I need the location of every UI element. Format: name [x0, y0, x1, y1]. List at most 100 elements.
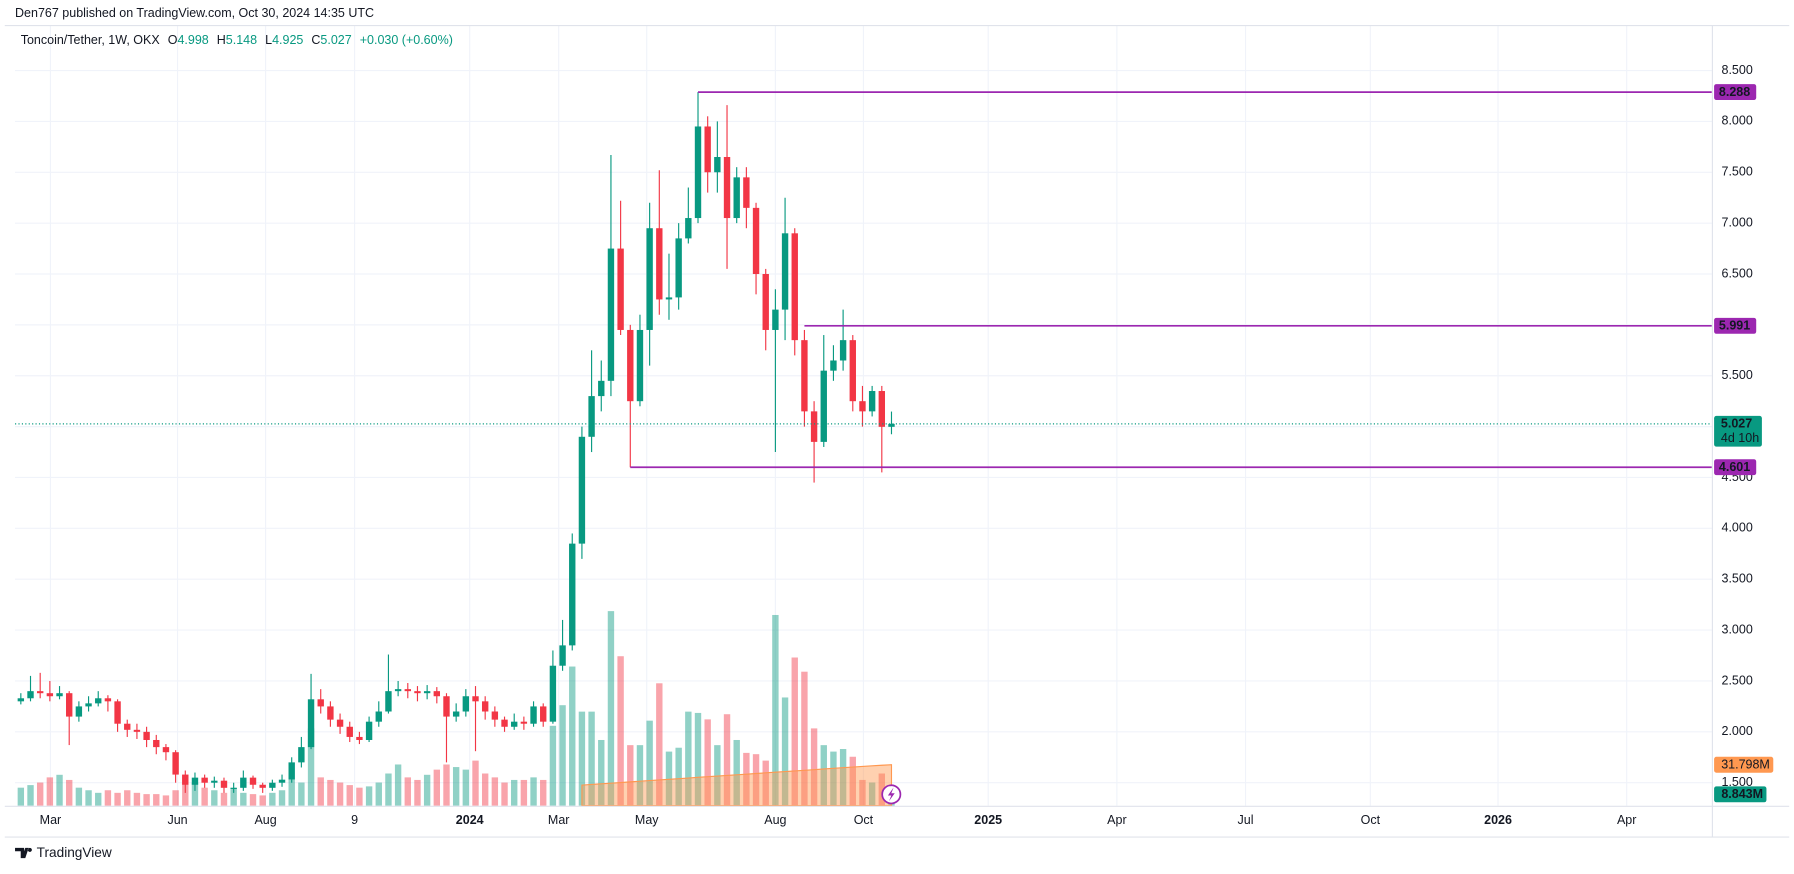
volume-ma-area — [581, 764, 893, 807]
line-layer — [15, 91, 1712, 469]
x-tick-label: Mar — [40, 813, 62, 827]
volume-bar — [443, 764, 450, 806]
volume-box — [1714, 786, 1767, 803]
candle-body — [520, 721, 528, 724]
volume-bar — [685, 711, 692, 806]
candle-body — [607, 248, 615, 381]
candle-body — [423, 691, 431, 694]
volume-bar — [839, 749, 847, 806]
candle-body — [578, 436, 586, 544]
c-prefix: C — [311, 33, 320, 47]
x-tick-label: Mar — [548, 813, 570, 827]
footer-logo[interactable]: TradingView — [15, 845, 112, 860]
volume-bar — [511, 779, 518, 806]
level-label: 8.288 — [1719, 85, 1750, 99]
candle-body — [481, 701, 489, 712]
candle-body — [404, 689, 411, 692]
y-tick-label: 2.500 — [1722, 673, 1753, 687]
volume-bar — [617, 656, 624, 806]
candle-body — [336, 719, 344, 727]
candle-body — [56, 693, 63, 697]
x-tick-label: Apr — [1617, 813, 1636, 827]
volume-bar — [607, 611, 615, 806]
x-tick-label: Aug — [764, 813, 786, 827]
volume-bar — [46, 777, 54, 806]
candle-body — [752, 207, 760, 275]
candle-body — [85, 703, 92, 707]
volume-bar — [704, 719, 711, 806]
h-prefix: H — [217, 33, 226, 47]
volume-bar — [230, 787, 237, 806]
candle-body — [859, 401, 866, 412]
volume-bar — [859, 779, 866, 806]
volume-bar — [801, 671, 808, 806]
candle-body — [540, 706, 547, 722]
candle-body — [433, 691, 441, 697]
candle-body — [723, 156, 731, 219]
label-layer: 1.5002.0002.5003.0003.5004.0004.5005.000… — [40, 63, 1774, 827]
volume-bar — [636, 745, 644, 806]
candle-body — [278, 779, 286, 783]
candle-body — [104, 698, 112, 702]
candle-body — [36, 691, 44, 694]
last-price-label: 5.027 — [1721, 417, 1752, 431]
volume-bar — [143, 794, 150, 806]
x-tick-label: Jul — [1238, 813, 1254, 827]
volume-bar — [133, 792, 141, 806]
x-tick-label: 2026 — [1484, 813, 1512, 827]
candle-body — [414, 691, 421, 694]
volume-bar — [356, 787, 363, 806]
volume-bar — [191, 782, 199, 806]
logo-mark[interactable] — [15, 847, 32, 859]
y-tick-label: 3.000 — [1722, 622, 1753, 636]
candle-body — [559, 645, 566, 666]
published-line: Den767 published on TradingView.com, Oct… — [15, 6, 374, 20]
candle-body — [801, 340, 808, 412]
y-tick-label: 7.000 — [1722, 215, 1753, 229]
background — [4, 0, 1790, 874]
volume-bar — [153, 794, 160, 806]
candle-body — [17, 698, 25, 702]
volume-bar — [394, 764, 402, 806]
volume-bar — [278, 790, 286, 806]
volume-bar — [172, 790, 179, 806]
candle-body — [646, 228, 653, 330]
volume-bar — [559, 705, 566, 806]
candle-body — [153, 739, 160, 748]
candle-body — [791, 233, 798, 341]
volume-bar — [549, 725, 557, 806]
candle-body — [569, 543, 576, 646]
x-tick-label: Jun — [167, 813, 187, 827]
candle-body — [95, 698, 102, 704]
candle-body — [549, 665, 557, 722]
volume-bar — [772, 614, 779, 806]
volume-ma-label: 31.798M — [1721, 758, 1770, 772]
replay-bolt[interactable] — [887, 787, 895, 802]
last-price-box — [1714, 415, 1762, 447]
candle-body — [317, 699, 324, 707]
volume-bar — [404, 777, 411, 806]
volume-bar — [365, 786, 373, 806]
volume-bar — [66, 779, 73, 806]
candle-body — [346, 726, 353, 737]
candle-body — [733, 177, 740, 219]
volume-bar — [85, 790, 92, 806]
brand[interactable]: TradingView — [37, 845, 112, 860]
x-tick-label: Apr — [1107, 813, 1126, 827]
replay-icon[interactable] — [881, 784, 902, 805]
candle-body — [114, 701, 121, 724]
candle-body — [220, 780, 228, 788]
candle-body — [327, 706, 334, 720]
candle-body — [124, 723, 131, 730]
x-tick-label: Aug — [254, 813, 276, 827]
volume-bar — [307, 728, 315, 806]
candle-body — [511, 721, 518, 727]
volume-bar — [385, 773, 392, 806]
candle-body — [627, 329, 634, 402]
candle-body — [636, 329, 644, 402]
volume-bar — [501, 782, 508, 806]
y-tick-label: 4.000 — [1722, 521, 1753, 535]
y-tick-label: 3.500 — [1722, 572, 1753, 586]
level-label: 4.601 — [1719, 460, 1750, 474]
